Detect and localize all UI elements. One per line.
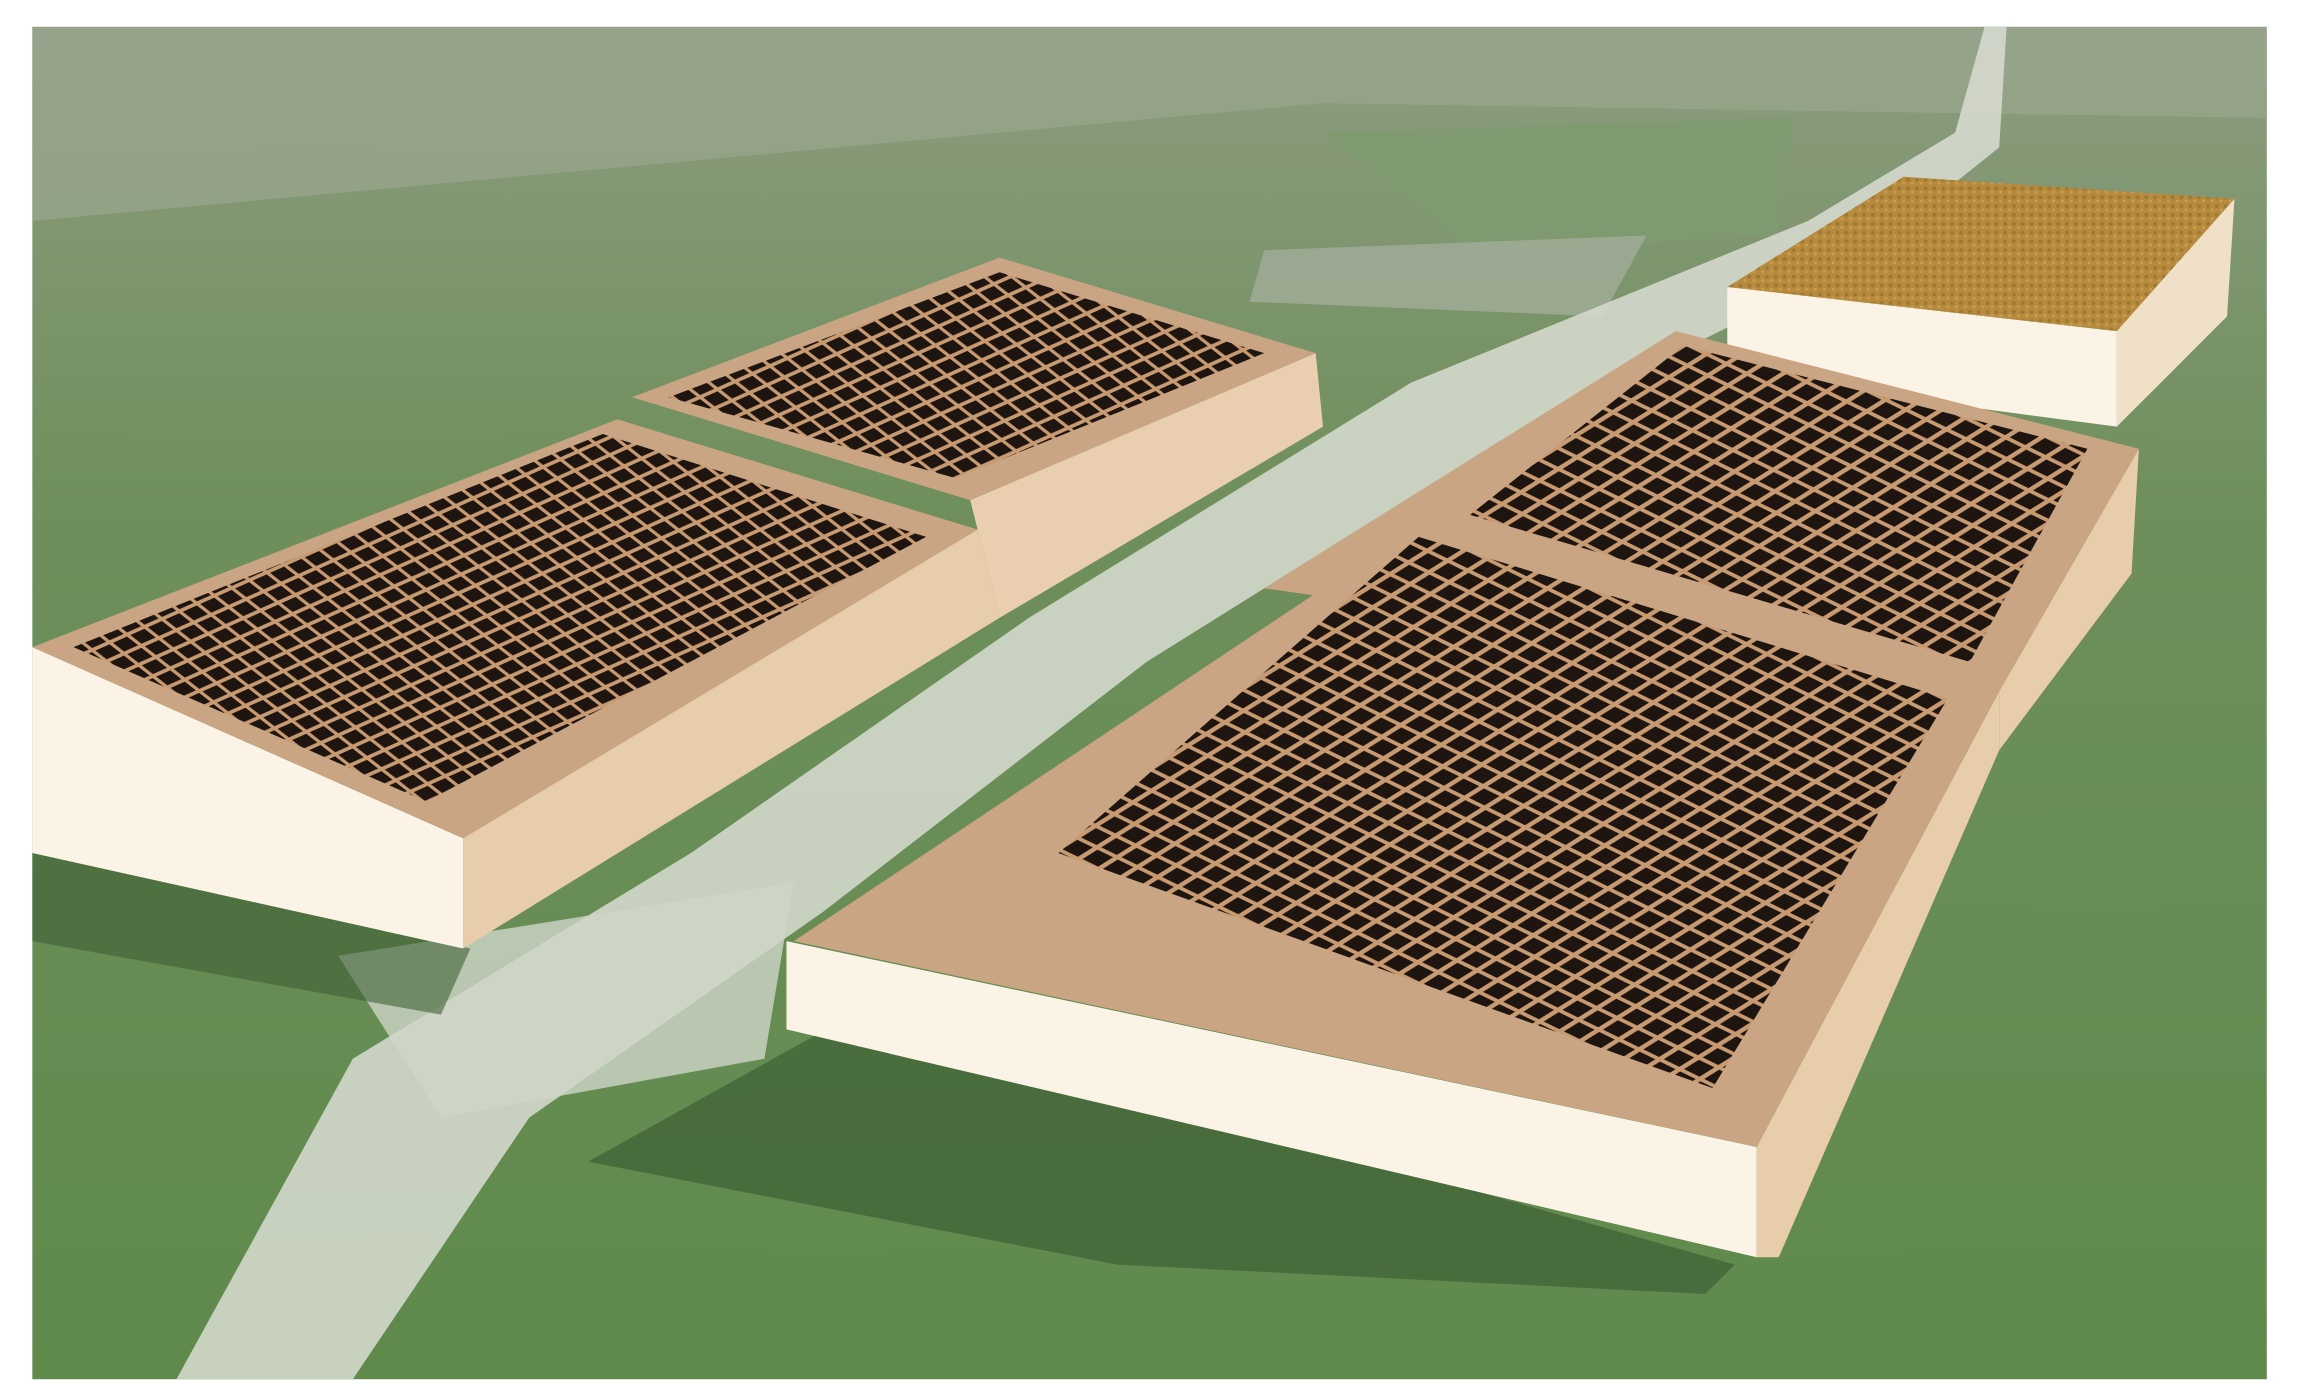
wall bbox=[786, 941, 1757, 1258]
solar-array bbox=[668, 272, 1265, 479]
solar-array bbox=[1058, 536, 1948, 1089]
solar-array bbox=[73, 434, 927, 802]
wall bbox=[970, 353, 1324, 618]
wall bbox=[32, 647, 464, 949]
solar-array bbox=[1470, 345, 2088, 662]
roof bbox=[1727, 176, 2235, 332]
shadow bbox=[588, 1014, 1735, 1294]
field-plot bbox=[1323, 117, 1794, 251]
shadow bbox=[32, 852, 471, 1015]
wall bbox=[1756, 691, 2000, 1258]
far-field bbox=[32, 26, 2267, 221]
greenhouses bbox=[1249, 235, 1647, 317]
wall bbox=[1999, 448, 2139, 751]
wall bbox=[463, 529, 1000, 949]
wall bbox=[2116, 198, 2235, 427]
wall bbox=[1727, 287, 2117, 427]
